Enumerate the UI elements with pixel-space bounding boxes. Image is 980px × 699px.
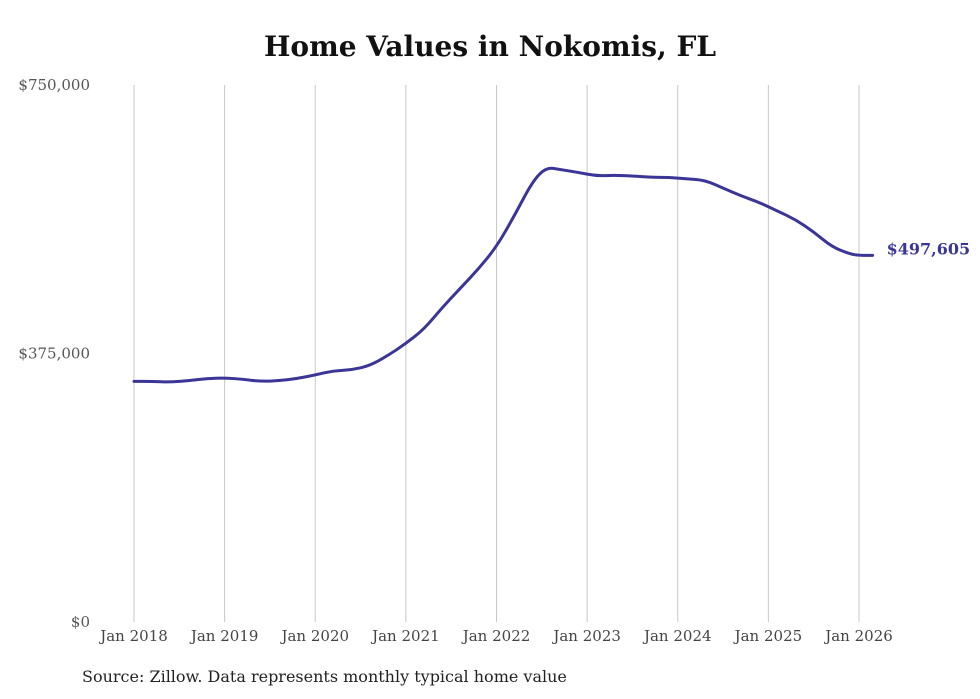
source-note: Source: Zillow. Data represents monthly … bbox=[82, 667, 567, 686]
end-value-label: $497,605 bbox=[887, 239, 971, 258]
x-tick-label: Jan 2023 bbox=[551, 627, 621, 645]
x-tick-label: Jan 2021 bbox=[370, 627, 440, 645]
x-tick-label: Jan 2024 bbox=[642, 627, 712, 645]
x-tick-label: Jan 2020 bbox=[279, 627, 349, 645]
y-tick-label: $0 bbox=[71, 613, 90, 631]
y-tick-label: $375,000 bbox=[18, 345, 90, 363]
x-tick-label: Jan 2019 bbox=[189, 627, 259, 645]
x-tick-label: Jan 2018 bbox=[98, 627, 168, 645]
y-tick-label: $750,000 bbox=[18, 76, 90, 94]
x-tick-label: Jan 2026 bbox=[823, 627, 893, 645]
x-tick-label: Jan 2025 bbox=[733, 627, 803, 645]
chart-title: Home Values in Nokomis, FL bbox=[263, 30, 717, 63]
x-tick-label: Jan 2022 bbox=[461, 627, 531, 645]
series-line bbox=[132, 166, 875, 384]
